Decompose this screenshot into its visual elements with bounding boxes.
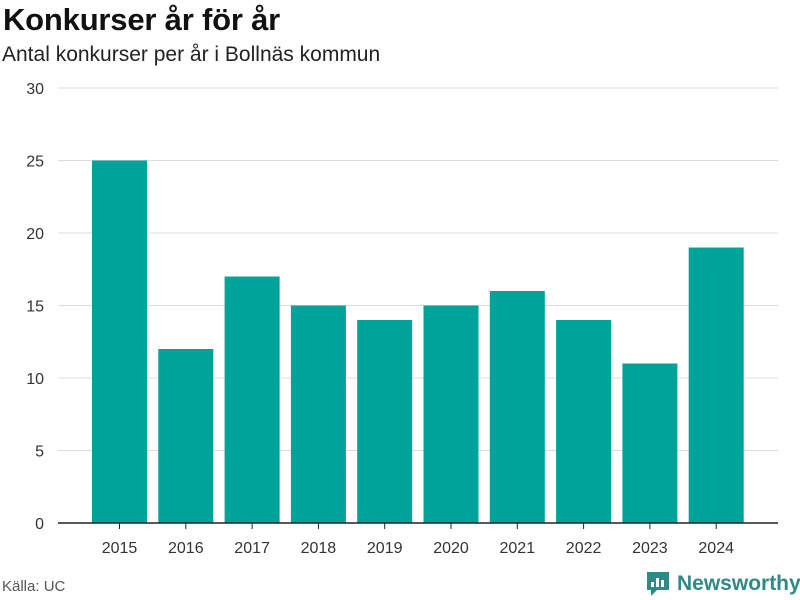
x-axis-ticks: 2015 2016 2017 2018 2019 2020 2021 2022 2023 2024 [102, 523, 734, 557]
brand-logo[interactable]: Newsworthy [645, 570, 800, 598]
x-tick-label: 2024 [698, 540, 734, 557]
newsworthy-logo-icon [647, 572, 669, 596]
bar-2024 [688, 247, 744, 523]
bar-2017 [224, 276, 280, 523]
y-axis-ticks: 0 5 10 15 20 25 30 [26, 81, 44, 533]
y-tick-label: 5 [35, 444, 44, 461]
bar-2018 [290, 305, 346, 523]
x-tick-label: 2023 [632, 540, 668, 557]
y-tick-label: 10 [26, 371, 44, 388]
chart-subtitle: Antal konkurser per år i Bollnäs kommun [2, 43, 381, 66]
bar-2019 [357, 320, 413, 523]
bar-2023 [622, 363, 678, 523]
source-note: Källa: UC [2, 578, 66, 595]
chart-title: Konkurser år för år [3, 2, 281, 37]
brand-name: Newsworthy [677, 572, 800, 595]
x-tick-label: 2022 [566, 540, 602, 557]
bar-2021 [489, 291, 545, 523]
bar-2022 [556, 320, 612, 523]
x-tick-label: 2021 [500, 540, 536, 557]
bar-2015 [92, 160, 147, 523]
x-tick-label: 2020 [433, 540, 469, 557]
x-tick-label: 2015 [102, 540, 138, 557]
y-tick-label: 30 [26, 81, 44, 98]
y-tick-label: 0 [35, 516, 44, 533]
x-tick-label: 2019 [367, 540, 403, 557]
bar-2020 [423, 305, 479, 523]
x-tick-label: 2017 [234, 540, 270, 557]
y-tick-label: 20 [26, 226, 44, 243]
x-tick-label: 2016 [168, 540, 204, 557]
bar-2016 [158, 349, 214, 523]
x-tick-label: 2018 [301, 540, 337, 557]
y-tick-label: 25 [26, 154, 44, 171]
bars [92, 160, 744, 523]
y-tick-label: 15 [26, 299, 44, 316]
